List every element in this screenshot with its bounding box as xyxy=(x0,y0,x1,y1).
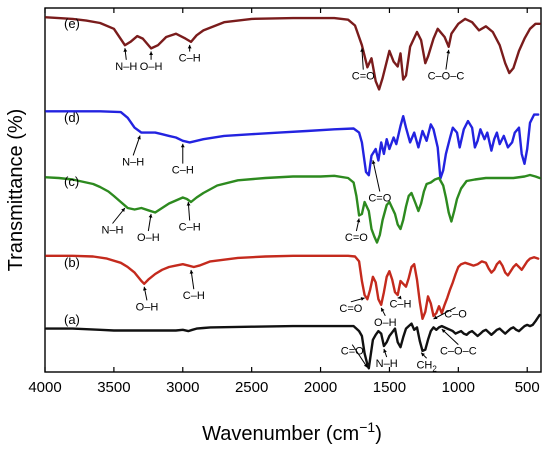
panel-label-d: (d) xyxy=(64,110,80,125)
peak-label: O–H xyxy=(140,61,163,73)
annotation-arrow xyxy=(433,306,456,320)
peak-label: N–H xyxy=(102,225,124,237)
peak-label: O–H xyxy=(137,232,160,244)
x-tick-label: 2000 xyxy=(304,379,337,396)
annotation-arrowhead xyxy=(187,44,192,49)
panel-label-e: (e) xyxy=(64,16,80,31)
annotation-arrowhead xyxy=(148,214,153,218)
peak-label: C–O–C xyxy=(440,346,477,358)
annotation-arrowhead xyxy=(363,363,368,368)
annotation-arrow xyxy=(372,160,381,192)
annotation-arrow xyxy=(351,344,368,368)
peak-label: N–H xyxy=(122,156,144,168)
x-tick-label: 3500 xyxy=(97,379,130,396)
plot-frame xyxy=(44,7,542,373)
panel-labels: (e) (d) (c) (b) (a) xyxy=(64,16,80,327)
annotation-arrowhead xyxy=(360,48,365,52)
x-axis-label-main: Wavenumber (cm xyxy=(202,423,359,445)
x-axis-label-unit-exponent: −1 xyxy=(359,419,375,435)
annotation-arrowhead xyxy=(137,135,141,140)
annotation-arrowhead xyxy=(180,143,185,148)
peak-label: C–H xyxy=(179,53,201,65)
peak-label: C–O xyxy=(444,308,467,320)
y-axis-label: Transmittance (%) xyxy=(5,109,27,272)
x-tick-label: 4000 xyxy=(28,379,61,396)
peak-label: N–H xyxy=(376,358,398,370)
annotation-arrow xyxy=(441,328,459,346)
peak-label: C–H xyxy=(172,165,194,177)
peak-label: N–H xyxy=(115,61,137,73)
peak-label: C–H xyxy=(179,222,201,234)
x-axis-label: Wavenumber (cm−1) xyxy=(202,419,382,445)
peak-label: C=O xyxy=(352,71,375,83)
spectrum-curve-c xyxy=(45,173,541,244)
x-tick-label: 3000 xyxy=(166,379,199,396)
panel-label-b: (b) xyxy=(64,255,80,270)
x-tick-label: 2500 xyxy=(235,379,268,396)
spectrum-curve-d xyxy=(45,110,540,180)
annotation-arrowhead xyxy=(371,160,376,165)
annotation-arrowhead xyxy=(446,49,451,54)
peak-label: CH2 xyxy=(416,359,437,373)
peak-label: C=O xyxy=(345,232,368,244)
x-tick-label: 1500 xyxy=(373,379,406,396)
annotation-arrowhead xyxy=(441,329,446,333)
annotation-arrowhead xyxy=(143,286,147,291)
x-axis-ticks: 4000 3500 3000 2500 2000 1500 1000 500 xyxy=(28,8,540,396)
annotation-arrowhead xyxy=(189,270,194,274)
annotation-arrowhead xyxy=(121,208,125,212)
annotation-arrowhead xyxy=(381,307,385,312)
annotation-arrowhead xyxy=(186,202,191,206)
peak-label: C–O–C xyxy=(428,71,465,83)
annotation-arrow xyxy=(361,48,364,70)
peak-label: C–H xyxy=(389,299,411,311)
spectra-curves xyxy=(45,16,541,370)
spectrum-curve-e xyxy=(45,16,541,91)
peak-annotations: N–H O–HC–HC=O C–O–CN–HC–HC=ON–HO–HC–HC=OO–… xyxy=(102,44,477,373)
annotation-arrowhead xyxy=(356,218,361,223)
x-tick-label: 1000 xyxy=(442,379,475,396)
annotation-arrowhead xyxy=(123,48,128,52)
panel-label-c: (c) xyxy=(64,174,79,189)
annotation-arrowhead xyxy=(149,51,154,55)
peak-label: C=O xyxy=(339,303,362,315)
annotation-arrowhead xyxy=(360,297,365,301)
spectrum-curve-b xyxy=(45,254,540,320)
annotation-arrowhead xyxy=(397,295,402,300)
x-axis-label-close: ) xyxy=(375,423,382,445)
spectrum-curve-a xyxy=(45,313,541,370)
x-tick-label: 500 xyxy=(515,379,540,396)
annotation-arrowhead xyxy=(383,348,387,353)
annotation-arrowhead xyxy=(421,352,425,357)
panel-label-a: (a) xyxy=(64,312,80,327)
annotation-arrowhead xyxy=(433,315,438,320)
peak-label: C=O xyxy=(368,192,391,204)
peak-label: C–H xyxy=(183,290,205,302)
peak-label: O–H xyxy=(374,317,397,329)
peak-label: O–H xyxy=(136,301,159,313)
peak-label: C=O xyxy=(341,346,364,358)
